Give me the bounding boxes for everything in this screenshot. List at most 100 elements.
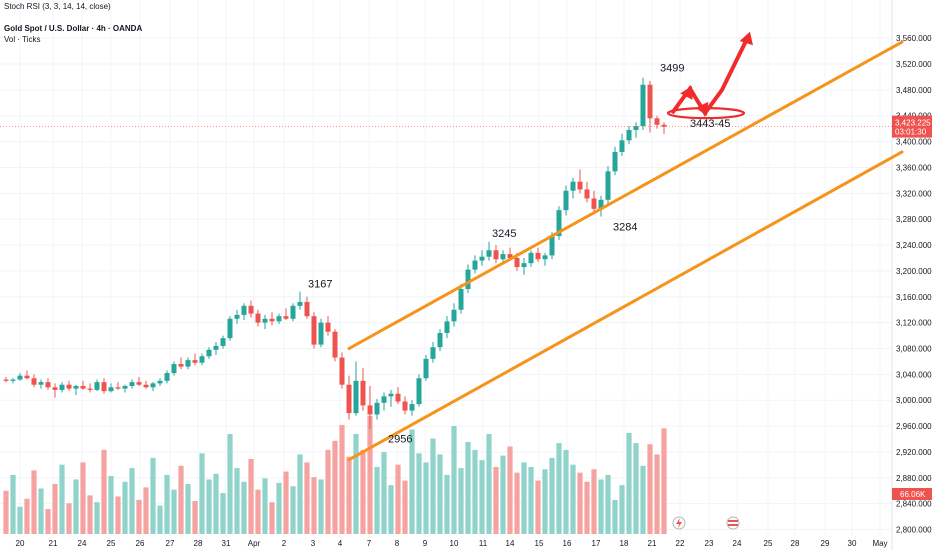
- price-tag[interactable]: [892, 115, 932, 138]
- volume-bar[interactable]: [171, 489, 177, 534]
- volume-bar[interactable]: [458, 468, 464, 534]
- candle[interactable]: [66, 380, 72, 392]
- candle[interactable]: [367, 386, 373, 429]
- candle[interactable]: [661, 122, 667, 134]
- volume-bar[interactable]: [577, 472, 583, 534]
- volume-bar[interactable]: [52, 484, 58, 534]
- volume-bar[interactable]: [17, 506, 23, 534]
- candle[interactable]: [605, 166, 611, 204]
- candle[interactable]: [101, 378, 107, 394]
- volume-bar[interactable]: [10, 474, 16, 534]
- candle[interactable]: [80, 380, 86, 390]
- volume-bar[interactable]: [143, 487, 149, 534]
- candle[interactable]: [584, 181, 590, 203]
- volume-bar[interactable]: [304, 462, 310, 534]
- candle[interactable]: [374, 398, 380, 420]
- candle[interactable]: [395, 387, 401, 405]
- economic-event-icon[interactable]: [726, 516, 740, 530]
- candle[interactable]: [472, 255, 478, 274]
- candle[interactable]: [416, 374, 422, 407]
- volume-bar[interactable]: [402, 480, 408, 534]
- candle[interactable]: [346, 375, 352, 420]
- candle[interactable]: [199, 353, 205, 366]
- volume-bar[interactable]: [556, 443, 562, 534]
- volume-bar[interactable]: [528, 466, 534, 534]
- volume-bar[interactable]: [661, 428, 667, 534]
- forecast-arrow-head-target[interactable]: [739, 31, 753, 46]
- candle[interactable]: [3, 376, 9, 383]
- volume-bar[interactable]: [514, 472, 520, 534]
- candle[interactable]: [248, 300, 254, 318]
- volume-bar[interactable]: [157, 505, 163, 534]
- candle[interactable]: [143, 380, 149, 389]
- volume-bar[interactable]: [101, 449, 107, 534]
- volume-bar[interactable]: [626, 432, 632, 534]
- volume-bar[interactable]: [605, 474, 611, 534]
- volume-bar[interactable]: [346, 456, 352, 534]
- volume-bar[interactable]: [332, 440, 338, 534]
- candle[interactable]: [31, 374, 37, 388]
- candle[interactable]: [213, 342, 219, 355]
- candle[interactable]: [94, 379, 100, 392]
- volume-bar[interactable]: [416, 453, 422, 534]
- candle[interactable]: [290, 303, 296, 322]
- candle[interactable]: [17, 373, 23, 381]
- candle[interactable]: [206, 347, 212, 359]
- candle[interactable]: [38, 379, 44, 389]
- symbol-legend[interactable]: Gold Spot / U.S. Dollar · 4h · OANDA: [4, 24, 143, 33]
- volume-bar[interactable]: [150, 457, 156, 534]
- candle[interactable]: [59, 382, 65, 393]
- indicator-legend[interactable]: Stoch RSI (3, 3, 14, 14, close): [4, 2, 111, 11]
- volume-bar[interactable]: [73, 479, 79, 534]
- volume-bar[interactable]: [598, 479, 604, 534]
- candle[interactable]: [430, 342, 436, 363]
- volume-bar[interactable]: [269, 502, 275, 534]
- candle[interactable]: [465, 264, 471, 293]
- candle[interactable]: [122, 384, 128, 393]
- candle[interactable]: [451, 303, 457, 327]
- candle[interactable]: [255, 309, 261, 327]
- volume-bar[interactable]: [563, 449, 569, 534]
- candle[interactable]: [521, 257, 527, 275]
- candle[interactable]: [108, 383, 114, 393]
- candle[interactable]: [52, 383, 58, 398]
- volume-bar[interactable]: [647, 444, 653, 534]
- volume-bar[interactable]: [290, 486, 296, 534]
- volume-legend[interactable]: Vol · Ticks: [4, 35, 41, 44]
- volume-bar[interactable]: [80, 462, 86, 534]
- candle[interactable]: [171, 361, 177, 376]
- candle[interactable]: [332, 329, 338, 362]
- candle[interactable]: [87, 383, 93, 393]
- volume-bar[interactable]: [94, 502, 100, 534]
- volume-bar[interactable]: [66, 503, 72, 534]
- candle[interactable]: [185, 357, 191, 370]
- volume-bar[interactable]: [367, 415, 373, 534]
- candle[interactable]: [164, 370, 170, 384]
- volume-bar[interactable]: [297, 454, 303, 534]
- candle[interactable]: [423, 354, 429, 381]
- volume-bar[interactable]: [38, 488, 44, 534]
- volume-bar[interactable]: [199, 453, 205, 534]
- candle[interactable]: [360, 367, 366, 411]
- volume-bar[interactable]: [388, 485, 394, 534]
- candle[interactable]: [325, 316, 331, 336]
- forecast-arrow-head-up[interactable]: [680, 86, 693, 100]
- candle[interactable]: [269, 312, 275, 326]
- volume-bar[interactable]: [283, 471, 289, 535]
- volume-bar[interactable]: [353, 434, 359, 534]
- volume-bar[interactable]: [262, 478, 268, 534]
- candle[interactable]: [626, 126, 632, 145]
- volume-bar[interactable]: [486, 434, 492, 534]
- volume-bar[interactable]: [444, 474, 450, 534]
- volume-bar[interactable]: [213, 473, 219, 534]
- candle[interactable]: [479, 250, 485, 266]
- candle[interactable]: [591, 190, 597, 213]
- candle[interactable]: [227, 316, 233, 341]
- candle[interactable]: [157, 378, 163, 387]
- candle[interactable]: [234, 309, 240, 324]
- volume-bar[interactable]: [108, 476, 114, 534]
- candle[interactable]: [437, 329, 443, 352]
- candle[interactable]: [493, 245, 499, 264]
- volume-bar[interactable]: [164, 474, 170, 534]
